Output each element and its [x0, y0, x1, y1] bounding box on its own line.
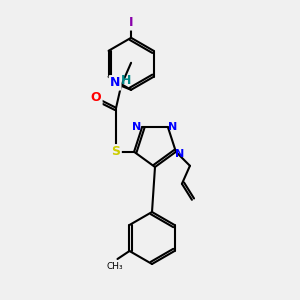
Text: N: N	[175, 149, 184, 159]
Text: S: S	[112, 145, 121, 158]
Text: N: N	[132, 122, 142, 132]
Text: H: H	[121, 74, 131, 87]
Text: I: I	[129, 16, 133, 29]
Text: O: O	[91, 91, 101, 104]
Text: N: N	[168, 122, 178, 132]
Text: N: N	[110, 76, 120, 89]
Text: CH₃: CH₃	[106, 262, 123, 271]
